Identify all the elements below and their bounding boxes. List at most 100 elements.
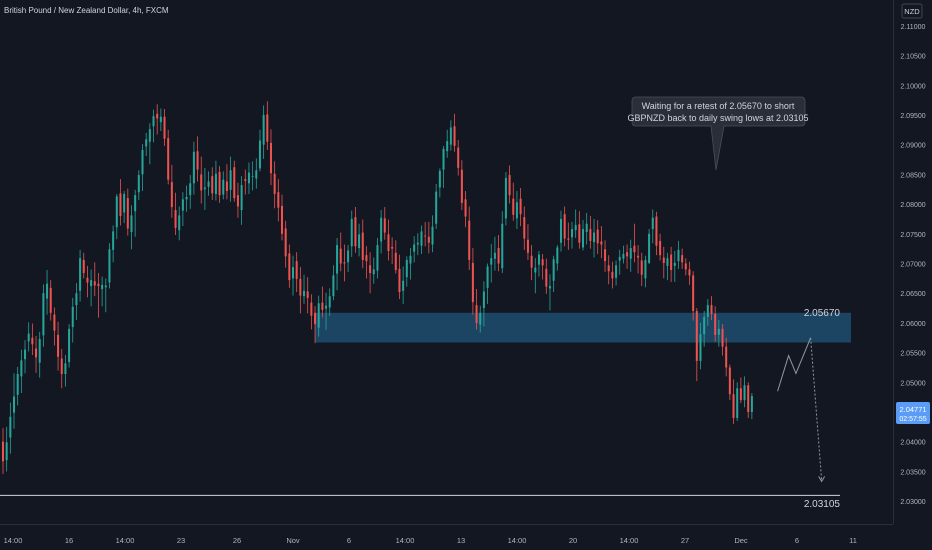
candle-body (148, 129, 151, 142)
candle-body (115, 196, 118, 228)
candle-body (112, 231, 115, 250)
candle-body (673, 262, 676, 266)
time-tick-label: 16 (65, 536, 73, 545)
candle-body (578, 224, 581, 243)
candle-body (174, 210, 177, 228)
candle-body (482, 291, 485, 309)
candle-body (692, 275, 695, 312)
candle-body (185, 196, 188, 200)
candle-body (255, 170, 258, 179)
candle-body (427, 236, 430, 243)
candle-body (655, 216, 658, 246)
candle-body (750, 395, 753, 413)
candle-body (464, 199, 467, 217)
candle-body (46, 283, 49, 299)
price-tick-label: 2.07500 (900, 232, 925, 239)
candle-body (615, 265, 618, 278)
candle-body (563, 214, 566, 239)
price-tick-label: 2.04000 (900, 440, 925, 447)
time-tick-label: 23 (177, 536, 185, 545)
candle-body (582, 229, 585, 248)
symbol-title[interactable]: British Pound / New Zealand Dollar, 4h, … (4, 6, 169, 15)
candle-body (688, 269, 691, 276)
candle-body (648, 233, 651, 263)
candle-body (618, 256, 621, 261)
candle-body (703, 316, 706, 335)
resistance-zone[interactable] (315, 312, 851, 343)
zone-layer (0, 312, 851, 496)
candle-body (666, 258, 669, 266)
candle-body (677, 249, 680, 262)
candle-body (659, 240, 662, 256)
candle-body (137, 174, 140, 193)
candle-body (453, 126, 456, 146)
candle-body (670, 254, 673, 271)
candle-body (156, 113, 159, 119)
candle-layer (1, 101, 753, 474)
candle-body (747, 385, 750, 413)
candle-body (196, 151, 199, 170)
target-level-label: 2.03105 (804, 499, 841, 510)
candle-body (438, 170, 441, 188)
candle-body (383, 218, 386, 233)
last-price-tag-background (896, 402, 930, 424)
candle-body (170, 182, 173, 208)
candle-body (167, 138, 170, 180)
candle-body (372, 269, 375, 275)
time-tick-label: 14:00 (620, 536, 639, 545)
candle-body (119, 193, 122, 216)
candle-body (262, 114, 265, 145)
time-tick-label: Nov (286, 536, 300, 545)
candle-body (567, 238, 570, 240)
currency-badge[interactable] (901, 3, 923, 19)
candle-body (258, 140, 261, 169)
candle-body (101, 284, 104, 290)
candle-body (75, 293, 78, 306)
candle-body (717, 328, 720, 335)
candle-body (515, 202, 518, 219)
time-tick-label: 6 (795, 536, 799, 545)
zone-level-label: 2.05670 (804, 308, 841, 319)
candle-body (640, 260, 643, 275)
candle-body (541, 259, 544, 266)
candle-body (552, 259, 555, 281)
annotation-line-2: GBPNZD back to daily swing lows at 2.031… (627, 113, 808, 123)
candle-body (5, 442, 8, 461)
candle-body (310, 302, 313, 316)
candle-body (504, 177, 507, 219)
candle-body (699, 334, 702, 361)
annotation-callout[interactable]: Waiting for a retest of 2.05670 to short… (627, 96, 809, 171)
last-price-value: 2.04771 (899, 405, 926, 414)
candle-body (203, 187, 206, 190)
time-tick-label: 14:00 (116, 536, 135, 545)
candle-body (497, 248, 500, 264)
candle-body (684, 263, 687, 270)
candle-body (537, 254, 540, 265)
candle-body (380, 217, 383, 242)
time-tick-label: 14:00 (4, 536, 23, 545)
candle-body (508, 174, 511, 196)
last-price-tag[interactable]: 2.04771 02:57:55 (896, 402, 930, 424)
candle-body (1, 441, 5, 462)
candle-body (637, 255, 640, 258)
candle-body (728, 367, 731, 395)
candle-body (596, 229, 599, 244)
price-tick-label: 2.11000 (901, 24, 926, 31)
candle-body (68, 328, 71, 363)
candle-body (416, 242, 419, 245)
candle-body (435, 191, 438, 224)
candle-body (405, 259, 408, 278)
candle-body (251, 176, 254, 177)
candle-body (336, 245, 339, 274)
candle-body (710, 305, 713, 314)
time-tick-label: 27 (681, 536, 689, 545)
candle-body (681, 255, 684, 263)
projection-layer (777, 337, 826, 483)
time-axis[interactable]: 14:00 16 14:00 23 26 Nov 6 14:00 13 14:00 20 14:00 2… (4, 536, 857, 545)
candle-body (134, 195, 137, 212)
candle-body (743, 385, 746, 401)
projection-path (777, 337, 812, 392)
candle-body (328, 296, 331, 308)
candle-body (291, 267, 295, 279)
